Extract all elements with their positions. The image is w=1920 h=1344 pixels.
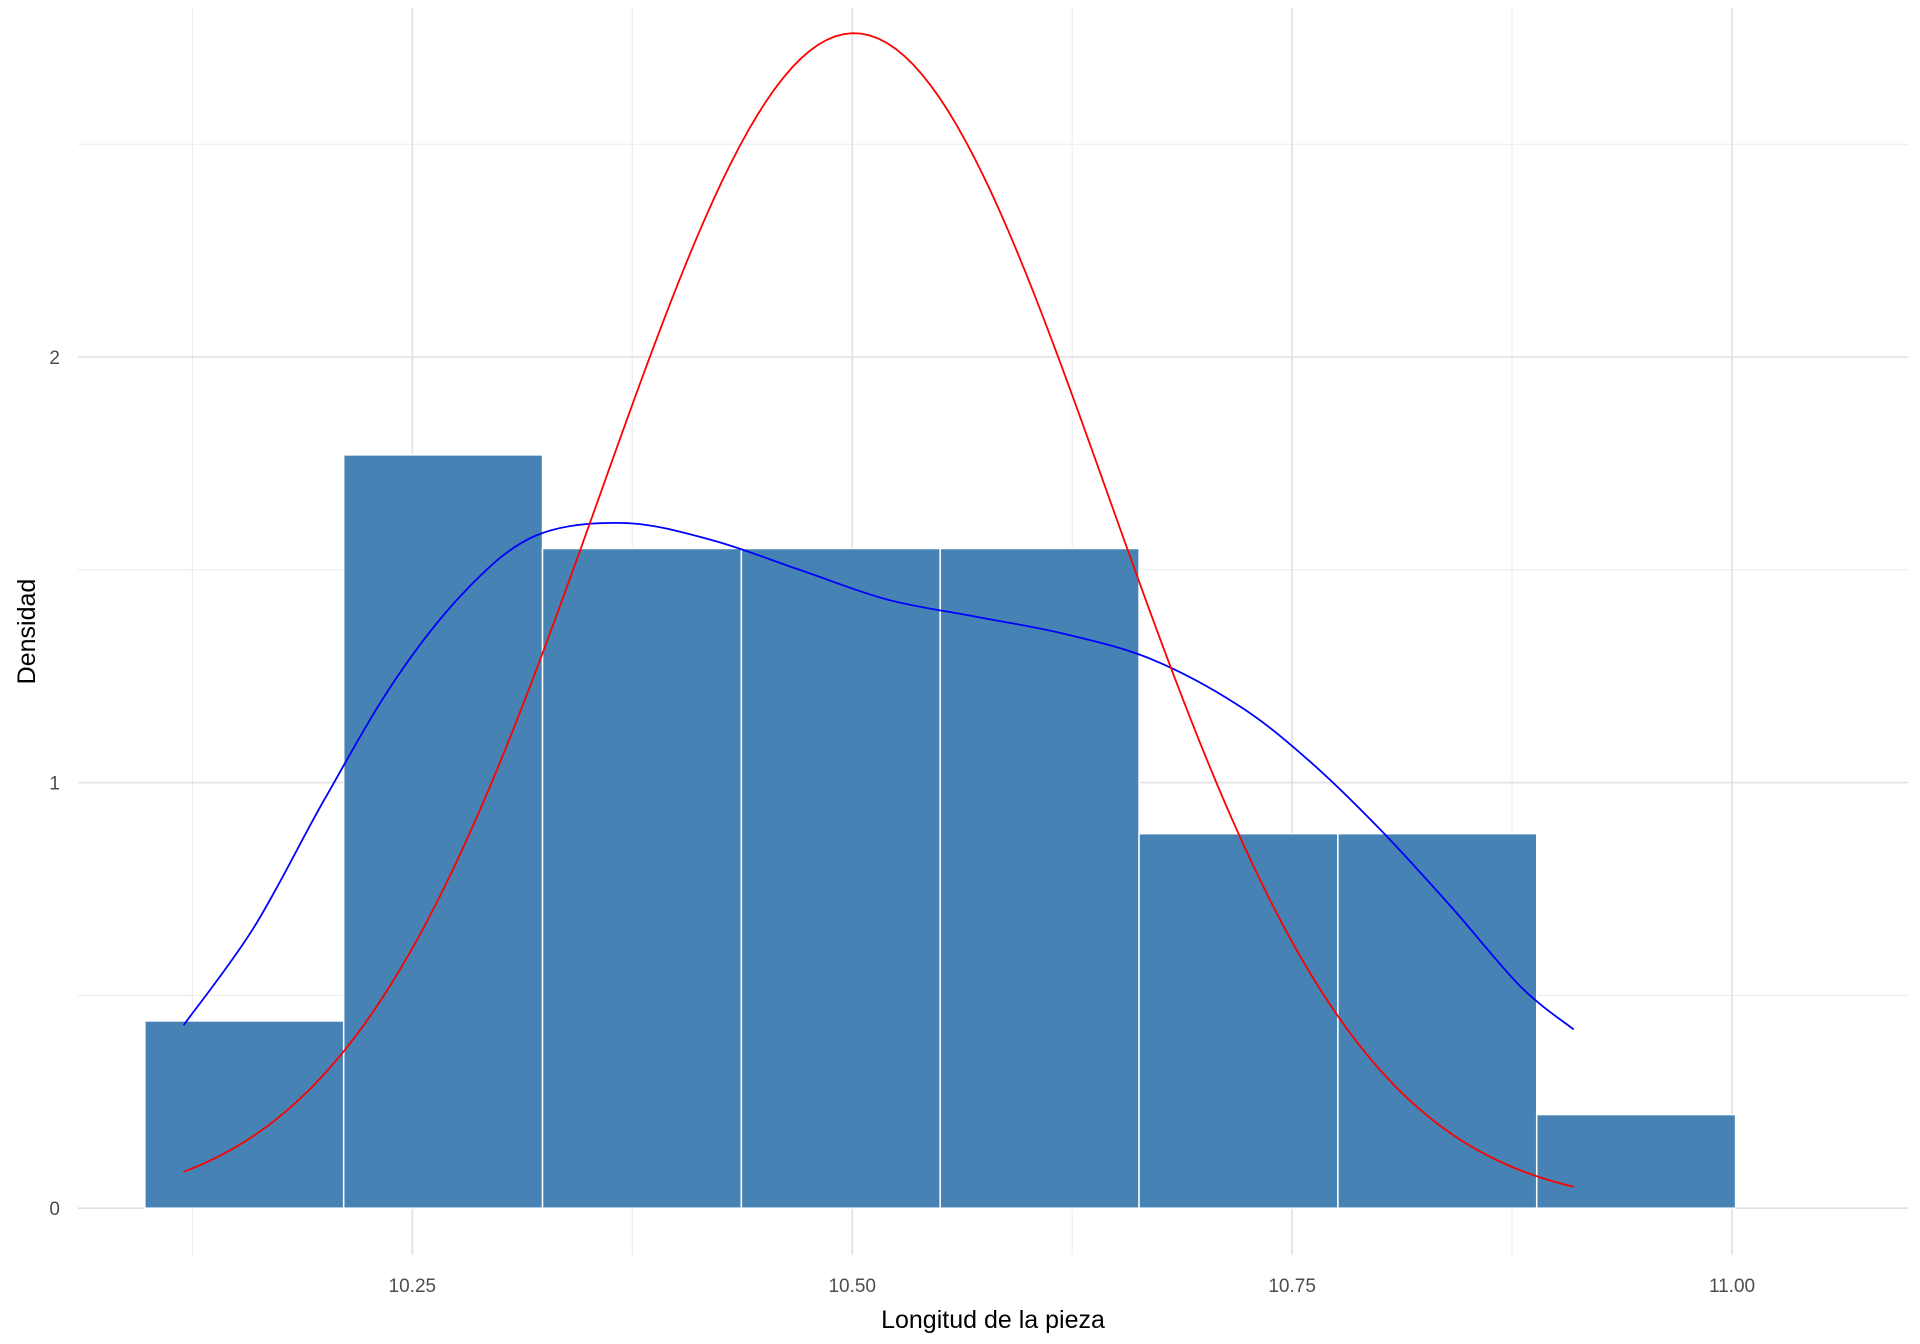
histogram-bar bbox=[740, 547, 941, 1209]
histogram-bar bbox=[1337, 832, 1538, 1209]
x-tick-label: 10.25 bbox=[389, 1276, 437, 1297]
histogram-bar bbox=[342, 454, 544, 1209]
histogram-bar bbox=[144, 1020, 345, 1209]
y-axis-title: Densidad bbox=[13, 579, 41, 685]
kernel-density-curve bbox=[182, 521, 1575, 1031]
normal-density-curve bbox=[183, 32, 1574, 1188]
x-axis-tick-labels: 10.25 10.50 10.75 11.00 bbox=[389, 1276, 1756, 1297]
histogram-bars bbox=[144, 454, 1737, 1209]
density-curves bbox=[182, 32, 1575, 1188]
x-tick-label: 10.50 bbox=[828, 1276, 876, 1297]
y-tick-label: 0 bbox=[49, 1199, 60, 1220]
y-tick-label: 2 bbox=[49, 348, 60, 369]
x-tick-label: 11.00 bbox=[1709, 1276, 1755, 1297]
x-tick-label: 10.75 bbox=[1268, 1276, 1316, 1297]
y-tick-label: 1 bbox=[49, 774, 60, 795]
histogram-bar bbox=[939, 547, 1140, 1209]
histogram-bar bbox=[541, 547, 743, 1209]
histogram-bar bbox=[1138, 832, 1339, 1209]
histogram-bar bbox=[1535, 1113, 1737, 1209]
x-axis-title: Longitud de la pieza bbox=[881, 1306, 1105, 1334]
y-axis-tick-labels: 0 1 2 bbox=[49, 348, 60, 1220]
